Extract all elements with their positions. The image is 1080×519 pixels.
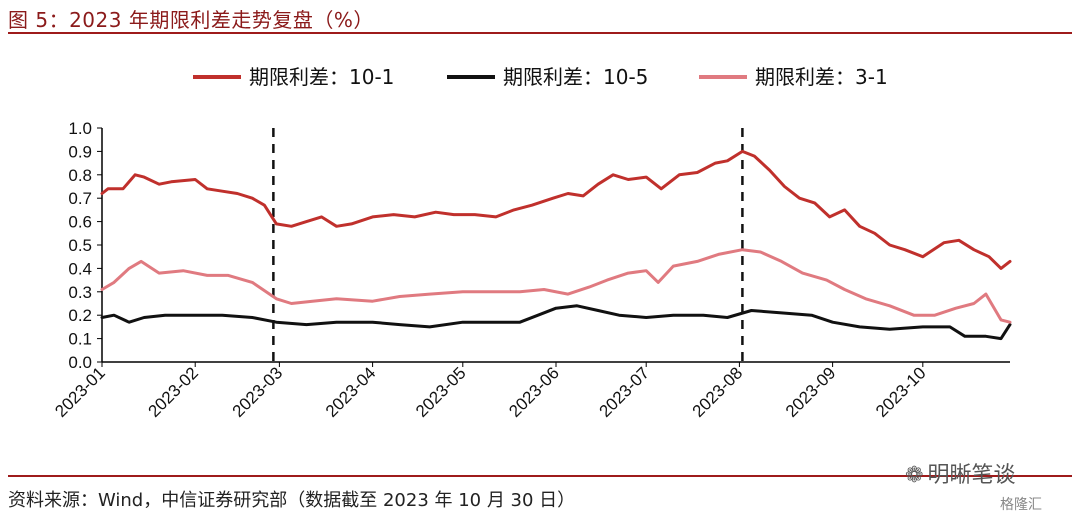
x-tick-label: 2023-08 — [689, 363, 747, 421]
source-note: 资料来源：Wind，中信证券研究部（数据截至 2023 年 10 月 30 日） — [8, 490, 576, 511]
legend-label: 期限利差：10-5 — [503, 65, 648, 89]
y-tick-label: 0.0 — [68, 353, 92, 372]
x-tick-label: 2023-03 — [229, 363, 287, 421]
line-chart: 期限利差：10-1 期限利差：10-5 期限利差：3-1 1.0 0.9 0.8 0.7 0… — [51, 65, 1012, 421]
y-tick-label: 0.5 — [68, 236, 92, 255]
x-tick-label: 2023-04 — [322, 363, 380, 421]
series-line-3 — [100, 248, 1012, 324]
footer-divider — [8, 475, 1072, 477]
y-tick-label: 0.2 — [68, 306, 92, 325]
legend-label: 期限利差：3-1 — [755, 65, 888, 89]
x-tick-label: 2023-05 — [412, 363, 470, 421]
series-line-2 — [100, 304, 1012, 341]
y-tick-label: 0.8 — [68, 166, 92, 185]
watermark: ❁ 明晰笔谈 — [905, 457, 1015, 489]
watermark-text: 明晰笔谈 — [927, 463, 1016, 488]
y-tick-label: 0.9 — [68, 142, 92, 161]
x-tick-label: 2023-10 — [872, 363, 930, 421]
y-tick-label: 0.1 — [68, 330, 92, 349]
wechat-icon: ❁ — [905, 463, 924, 488]
x-tick-label: 2023-07 — [595, 363, 653, 421]
legend-label: 期限利差：10-1 — [249, 65, 394, 89]
y-tick-label: 0.3 — [68, 283, 92, 302]
title-divider — [8, 32, 1072, 34]
series-line-1 — [100, 149, 1012, 270]
chart-axes: 1.0 0.9 0.8 0.7 0.6 0.5 0.4 0.3 0.2 0.1 0.02023-01… — [51, 119, 1010, 421]
chart-legend: 期限利差：10-1 期限利差：10-5 期限利差：3-1 — [193, 65, 888, 89]
y-tick-label: 1.0 — [68, 119, 92, 138]
x-tick-label: 2023-09 — [782, 363, 840, 421]
y-tick-label: 0.6 — [68, 213, 92, 232]
y-tick-label: 0.7 — [68, 189, 92, 208]
x-tick-label: 2023-06 — [505, 363, 563, 421]
y-tick-label: 0.4 — [68, 259, 92, 278]
chart-series — [100, 149, 1012, 341]
x-tick-label: 2023-02 — [144, 363, 202, 421]
corner-badge: 格隆汇 — [1000, 497, 1042, 513]
figure-title: 图 5：2023 年期限利差走势复盘（%） — [8, 8, 374, 32]
x-tick-label: 2023-01 — [51, 363, 109, 421]
vertical-markers — [272, 128, 744, 362]
